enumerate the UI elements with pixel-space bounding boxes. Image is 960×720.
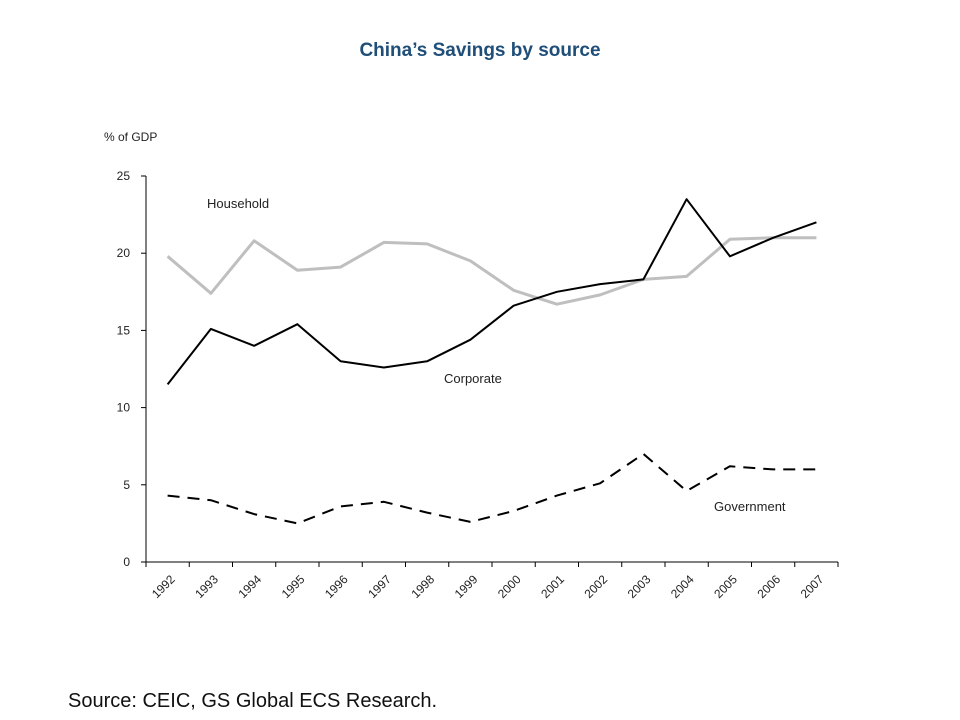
x-tick-label: 1997 [365,572,394,601]
x-tick-label: 2006 [754,572,783,601]
series-line-household [166,236,817,306]
x-tick-label: 2004 [668,572,697,601]
x-tick-label: 2001 [538,572,567,601]
source-note: Source: CEIC, GS Global ECS Research. [68,690,438,712]
x-tick-label: 1992 [149,572,178,601]
y-axis-label: % of GDP [104,130,158,144]
y-tick-label: 0 [123,555,130,569]
y-tick-label: 10 [117,401,131,415]
x-tick-label: 1994 [235,572,264,601]
x-tick-label: 1996 [322,572,351,601]
series-label-household: Household [207,196,269,211]
x-tick-label: 1999 [452,572,481,601]
series-line-corporate [166,198,817,386]
series-label-government: Government [714,499,786,514]
y-tick-label: 25 [117,169,131,183]
x-tick-label: 2005 [711,572,740,601]
x-tick-label: 1998 [408,572,437,601]
x-tick-label: 2007 [798,572,827,601]
x-tick-label: 2000 [495,572,524,601]
x-tick-label: 2003 [625,572,654,601]
x-tick-label: 1993 [192,572,221,601]
x-tick-label: 2002 [581,572,610,601]
y-tick-label: 20 [117,246,131,260]
y-tick-label: 5 [123,478,130,492]
series-line-government [167,452,817,525]
chart-title: China’s Savings by source [359,40,601,61]
y-tick-label: 15 [117,323,131,337]
x-tick-label: 1995 [279,572,308,601]
series-label-corporate: Corporate [444,371,502,386]
